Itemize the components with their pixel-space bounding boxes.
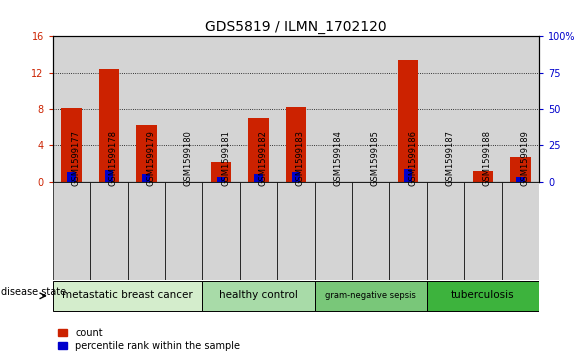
- Bar: [105, 170, 113, 182]
- Bar: [61, 108, 81, 182]
- Bar: [98, 69, 119, 182]
- Bar: [398, 60, 418, 182]
- Text: GSM1599183: GSM1599183: [296, 130, 305, 187]
- Text: GSM1599184: GSM1599184: [333, 131, 342, 187]
- Text: GSM1599177: GSM1599177: [71, 130, 80, 187]
- Bar: [53, 36, 90, 182]
- Bar: [277, 36, 315, 182]
- Bar: [254, 174, 263, 182]
- Text: tuberculosis: tuberculosis: [451, 290, 515, 300]
- Title: GDS5819 / ILMN_1702120: GDS5819 / ILMN_1702120: [205, 20, 387, 34]
- Text: GSM1599186: GSM1599186: [408, 130, 417, 187]
- Text: healthy control: healthy control: [219, 290, 298, 300]
- FancyBboxPatch shape: [202, 182, 240, 280]
- Bar: [248, 118, 269, 182]
- Bar: [464, 36, 502, 182]
- Bar: [292, 172, 300, 182]
- FancyBboxPatch shape: [464, 182, 502, 280]
- FancyBboxPatch shape: [277, 182, 315, 280]
- FancyBboxPatch shape: [390, 182, 427, 280]
- Bar: [211, 162, 231, 182]
- FancyBboxPatch shape: [352, 182, 390, 280]
- Bar: [67, 172, 76, 182]
- FancyBboxPatch shape: [502, 182, 539, 280]
- FancyBboxPatch shape: [53, 281, 202, 310]
- Bar: [516, 178, 524, 182]
- Legend: count, percentile rank within the sample: count, percentile rank within the sample: [57, 328, 240, 351]
- Bar: [502, 36, 539, 182]
- Bar: [136, 125, 156, 182]
- FancyBboxPatch shape: [90, 182, 128, 280]
- Text: GSM1599180: GSM1599180: [183, 131, 193, 187]
- FancyBboxPatch shape: [427, 182, 464, 280]
- Bar: [142, 174, 151, 182]
- Bar: [165, 36, 202, 182]
- Text: disease state: disease state: [1, 287, 66, 297]
- FancyBboxPatch shape: [165, 182, 202, 280]
- Bar: [128, 36, 165, 182]
- Text: GSM1599189: GSM1599189: [520, 131, 529, 187]
- Bar: [473, 171, 493, 182]
- FancyBboxPatch shape: [315, 182, 352, 280]
- Bar: [404, 169, 413, 182]
- Bar: [90, 36, 128, 182]
- Text: GSM1599185: GSM1599185: [371, 131, 380, 187]
- Bar: [217, 178, 225, 182]
- Bar: [315, 36, 352, 182]
- Text: GSM1599181: GSM1599181: [221, 131, 230, 187]
- Bar: [390, 36, 427, 182]
- Text: gram-negative sepsis: gram-negative sepsis: [325, 291, 416, 300]
- Text: GSM1599179: GSM1599179: [146, 131, 155, 187]
- Bar: [352, 36, 390, 182]
- FancyBboxPatch shape: [202, 281, 315, 310]
- Bar: [510, 157, 531, 182]
- Text: GSM1599187: GSM1599187: [445, 130, 455, 187]
- Text: GSM1599178: GSM1599178: [109, 130, 118, 187]
- Bar: [202, 36, 240, 182]
- FancyBboxPatch shape: [53, 182, 90, 280]
- FancyBboxPatch shape: [427, 281, 539, 310]
- FancyBboxPatch shape: [128, 182, 165, 280]
- Bar: [285, 107, 306, 182]
- Text: GSM1599188: GSM1599188: [483, 130, 492, 187]
- FancyBboxPatch shape: [240, 182, 277, 280]
- FancyBboxPatch shape: [315, 281, 427, 310]
- Text: metastatic breast cancer: metastatic breast cancer: [62, 290, 193, 300]
- Bar: [240, 36, 277, 182]
- Bar: [427, 36, 464, 182]
- Text: GSM1599182: GSM1599182: [258, 131, 268, 187]
